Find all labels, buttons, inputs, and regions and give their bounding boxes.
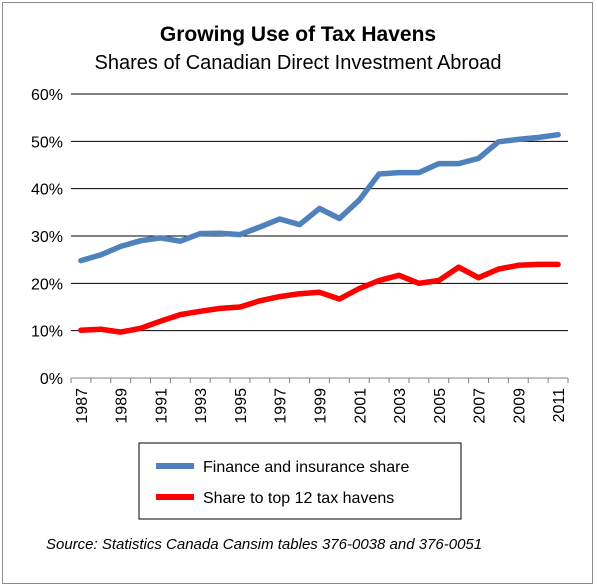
x-axis-tick-labels: 1987 1989 1991 1993 1995 1997 1999 2001 2003 2005… [74,388,568,424]
series-line-0 [78,131,561,264]
x-tick-label: 2003 [392,388,409,424]
x-axis [70,377,569,383]
legend-box [138,442,462,520]
y-tick-label: 30% [31,229,63,246]
y-tick-label: 0% [40,371,63,388]
x-tick-label: 2009 [511,388,528,424]
x-tick-label: 2001 [352,388,369,424]
y-tick-label: 60% [31,87,63,104]
x-tick-label: 2005 [432,388,449,424]
legend-label-finance: Finance and insurance share [203,459,409,476]
series-line-1 [78,261,561,335]
x-tick-label: 1993 [193,388,210,424]
x-tick-label: 1989 [114,388,131,424]
x-tick-label: 1987 [74,388,91,424]
x-tick-label: 1999 [313,388,330,424]
y-tick-label: 50% [31,134,63,151]
y-tick-label: 10% [31,324,63,341]
legend-label-tax-havens: Share to top 12 tax havens [203,490,394,507]
x-tick-label: 2011 [551,388,568,423]
y-tick-label: 40% [31,182,63,199]
chart-subtitle: Shares of Canadian Direct Investment Abr… [95,52,502,74]
chart-title: Growing Use of Tax Havens [160,23,436,46]
y-axis-tick-labels: 0% 10% 20% 30% 40% 50% 60% [31,87,63,388]
gridlines [71,93,568,332]
x-tick-label: 1997 [273,388,290,424]
y-tick-label: 20% [31,276,63,293]
series-lines [78,131,561,335]
x-tick-label: 1995 [233,388,250,424]
x-tick-label: 1991 [153,388,170,424]
source-note: Source: Statistics Canada Cansim tables … [46,536,482,553]
x-tick-label: 2007 [472,388,489,424]
